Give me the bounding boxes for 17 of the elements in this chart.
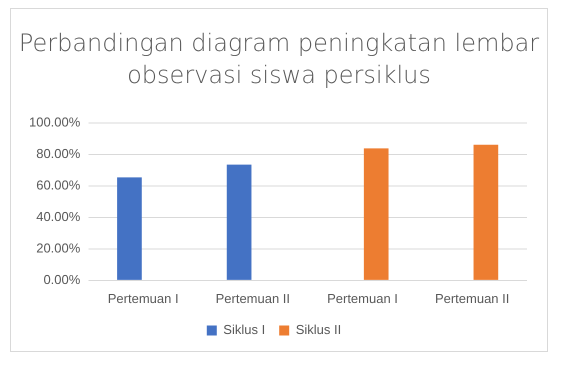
chart-title: Perbandingan diagram peningkatan lembar observasi siswa persiklus	[18, 28, 540, 91]
y-tick-label: 20.00%	[36, 240, 81, 256]
legend-label: Siklus I	[223, 322, 266, 338]
y-tick-label: 40.00%	[36, 208, 81, 224]
x-tick-label: Pertemuan II	[434, 290, 510, 306]
y-tick-label: 60.00%	[36, 177, 81, 192]
bar	[364, 148, 389, 280]
bar	[226, 164, 252, 280]
bar	[474, 144, 498, 280]
x-tick-label: Pertemuan II	[216, 290, 290, 306]
y-tick-label: 80.00%	[36, 146, 81, 161]
bar	[117, 177, 142, 280]
x-tick-label: Pertemuan I	[327, 290, 398, 306]
y-tick-label: 100.00%	[28, 114, 81, 130]
y-tick-label: 0.00%	[43, 272, 81, 287]
x-tick-label: Pertemuan I	[108, 290, 179, 306]
legend-label: Siklus II	[296, 322, 342, 338]
